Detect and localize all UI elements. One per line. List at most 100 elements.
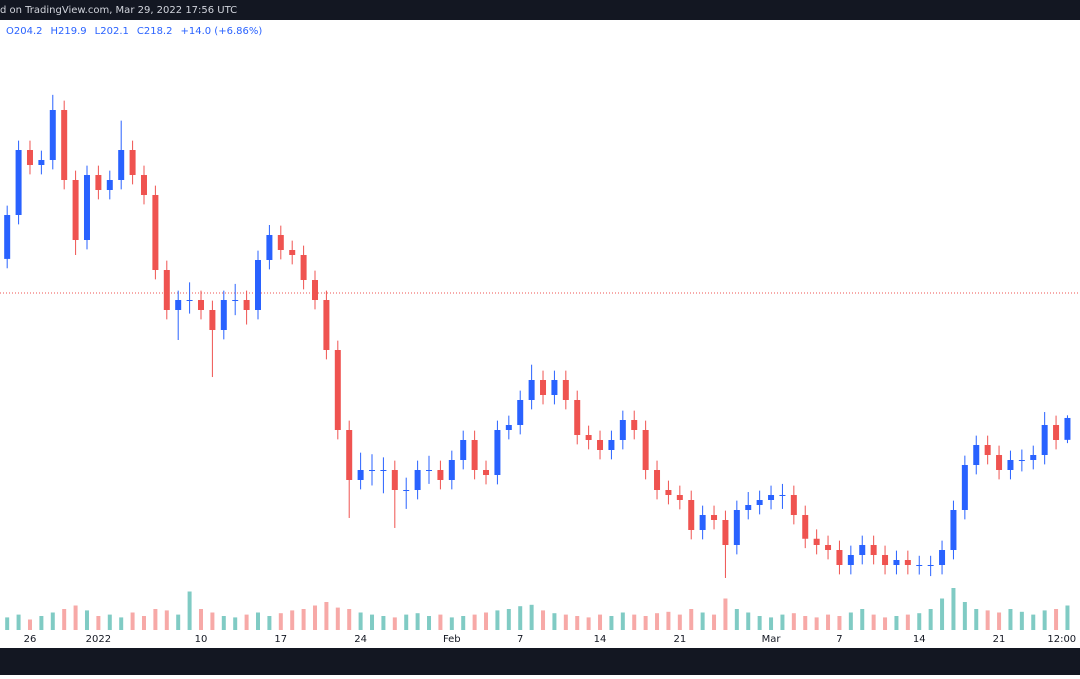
candle-body [357, 470, 364, 480]
volume-bar [1019, 611, 1024, 630]
volume-bar [119, 617, 124, 630]
candle-body [403, 490, 410, 491]
volume-bar [769, 617, 774, 630]
x-tick-label: 2022 [86, 634, 111, 645]
volume-bar [848, 612, 853, 630]
candle-body [140, 175, 147, 195]
volume-bar [780, 614, 785, 630]
volume-bar [370, 614, 375, 630]
candle-body [836, 550, 843, 565]
volume-bar [1054, 609, 1059, 630]
volume-bar [267, 616, 272, 630]
candle-body [437, 470, 444, 480]
volume-bar [381, 616, 386, 630]
candle-body [745, 505, 752, 510]
candle-body [391, 470, 398, 490]
candle-body [631, 420, 638, 430]
volume-bar [438, 614, 443, 630]
volume-bar [757, 616, 762, 630]
candle-body [129, 150, 136, 175]
candle-body [334, 350, 341, 430]
candle-body [688, 500, 695, 530]
candle-body [197, 300, 204, 310]
candle-body [95, 175, 102, 190]
volume-bar [313, 605, 318, 630]
volume-bar [187, 591, 192, 630]
volume-bar [1008, 609, 1013, 630]
candle-body [4, 215, 11, 259]
x-tick-label: 14 [913, 634, 926, 645]
candle-body [266, 235, 273, 260]
volume-bar [894, 616, 899, 630]
volume-bar [871, 614, 876, 630]
volume-bar [244, 614, 249, 630]
volume-bar [575, 616, 580, 630]
candle-body [654, 470, 661, 490]
candle-body [277, 235, 284, 250]
candle-body [562, 380, 569, 400]
volume-bar [198, 609, 203, 630]
volume-bar [655, 613, 660, 630]
candle-body [312, 280, 319, 300]
volume-bar [586, 617, 591, 630]
volume-bar [1031, 614, 1036, 630]
candle-body [72, 180, 79, 240]
volume-bar [256, 612, 261, 630]
volume-bar [233, 617, 238, 630]
volume-bar [16, 614, 21, 630]
x-tick-label: 7 [836, 634, 842, 645]
ohlc-label: +14.0 (+6.86%) [180, 26, 262, 37]
candle-body [369, 470, 376, 471]
candle-body [711, 515, 718, 520]
candle-body [323, 300, 330, 350]
candle-body [346, 430, 353, 480]
candle-body [220, 300, 227, 330]
candle-body [870, 545, 877, 555]
x-tick-label: 10 [195, 634, 208, 645]
volume-bar [974, 609, 979, 630]
candle-body [106, 180, 113, 190]
volume-bar [962, 602, 967, 630]
volume-bar [404, 614, 409, 630]
volume-bar [985, 610, 990, 630]
candle-body [255, 260, 262, 310]
candle-body [38, 160, 45, 165]
volume-bar [837, 616, 842, 630]
candle-body [619, 420, 626, 440]
candle-body [973, 445, 980, 465]
x-tick-label: 7 [517, 634, 523, 645]
candle-body [243, 300, 250, 310]
candle-body [642, 430, 649, 470]
volume-bar [700, 612, 705, 630]
candle-body [733, 510, 740, 545]
bottom-bar [0, 648, 1080, 675]
candle-body [768, 495, 775, 500]
candle-body [597, 440, 604, 450]
volume-bar [358, 612, 363, 630]
volume-bar [905, 614, 910, 630]
volume-bar [632, 614, 637, 630]
volume-bar [107, 614, 112, 630]
candle-body [756, 500, 763, 505]
candle-body [904, 560, 911, 565]
candle-body [83, 175, 90, 240]
candle-body [551, 380, 558, 395]
volume-bar [689, 609, 694, 630]
volume-bar [427, 616, 432, 630]
candle-body [574, 400, 581, 435]
volume-bar [883, 617, 888, 630]
candle-body [927, 565, 934, 566]
volume-bar [643, 616, 648, 630]
volume-bar [917, 613, 922, 630]
candle-body [984, 445, 991, 455]
candle-body [1007, 460, 1014, 470]
x-tick-label: 26 [24, 634, 37, 645]
volume-bar [392, 617, 397, 630]
x-tick-label: 12:00 [1047, 634, 1076, 645]
volume-bar [301, 609, 306, 630]
volume-bar [176, 614, 181, 630]
x-tick-label: 24 [354, 634, 367, 645]
volume-bar [598, 614, 603, 630]
candle-body [779, 495, 786, 496]
